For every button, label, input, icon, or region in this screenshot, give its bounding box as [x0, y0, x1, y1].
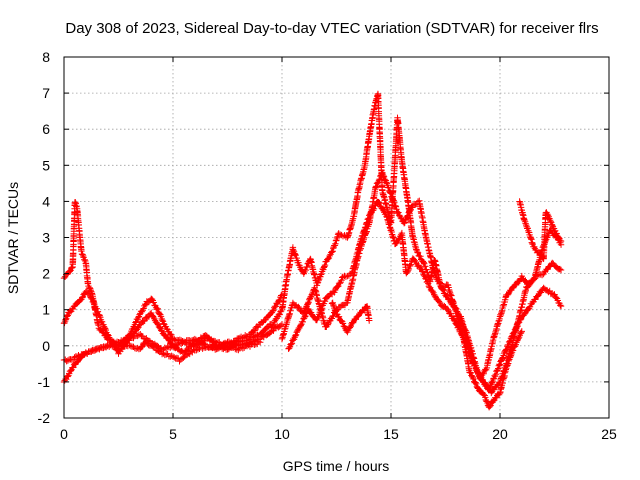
x-tick-label: 0 [60, 426, 68, 442]
data-points [60, 90, 565, 411]
y-tick-label: 1 [42, 302, 50, 318]
x-tick-label: 5 [169, 426, 177, 442]
y-tick-label: 8 [42, 49, 50, 65]
x-axis-label: GPS time / hours [283, 458, 390, 474]
y-tick-label: -1 [38, 374, 51, 390]
y-tick-label: 0 [42, 338, 50, 354]
x-tick-label: 25 [601, 426, 617, 442]
x-tick-labels: 0 5 10 15 20 25 [60, 426, 617, 442]
x-tick-label: 10 [274, 426, 290, 442]
series-markers [328, 299, 373, 336]
y-tick-label: 7 [42, 85, 50, 101]
x-tick-label: 15 [383, 426, 399, 442]
y-tick-labels: -2 -1 0 1 2 3 4 5 6 7 8 [38, 49, 51, 426]
y-tick-label: -2 [38, 410, 51, 426]
y-tick-label: 3 [42, 230, 50, 246]
y-tick-label: 6 [42, 121, 50, 137]
series-trace-9 [516, 198, 565, 262]
y-axis-label: SDTVAR / TECUs [5, 182, 21, 294]
series-markers [516, 198, 565, 262]
y-tick-label: 4 [42, 193, 50, 209]
axis-ticks [63, 56, 610, 419]
chart-title: Day 308 of 2023, Sidereal Day-to-day VTE… [65, 20, 598, 37]
y-tick-label: 2 [42, 266, 50, 282]
y-tick-label: 5 [42, 157, 50, 173]
x-tick-label: 20 [492, 426, 508, 442]
series-trace-10 [328, 299, 373, 336]
